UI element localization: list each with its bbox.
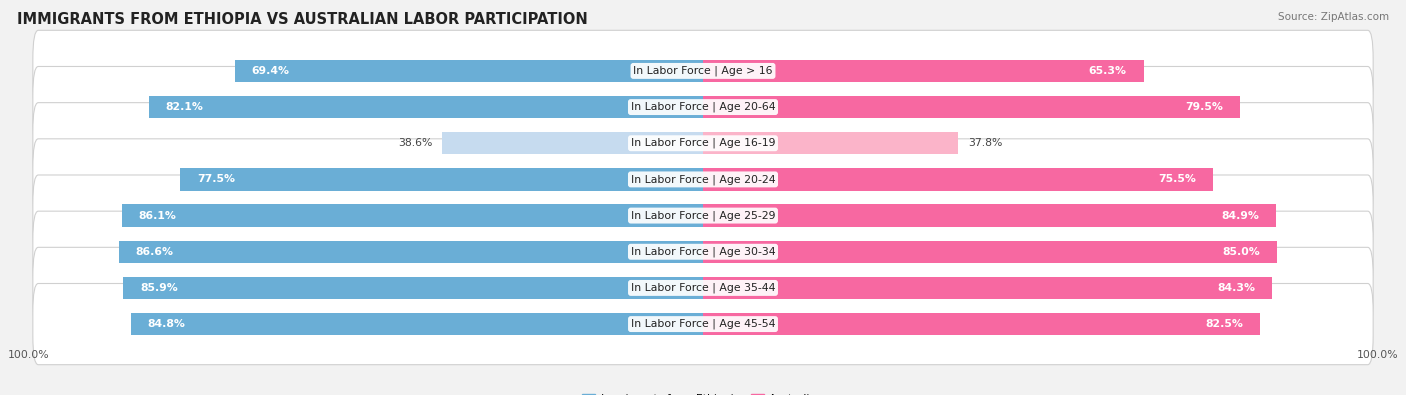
Bar (703, 132, 957, 154)
FancyBboxPatch shape (32, 247, 1374, 329)
Bar (703, 241, 1277, 263)
Bar (118, 241, 703, 263)
Bar (703, 60, 1143, 82)
Bar (703, 313, 1260, 335)
Text: In Labor Force | Age 20-64: In Labor Force | Age 20-64 (631, 102, 775, 112)
Text: 86.6%: 86.6% (135, 247, 173, 257)
FancyBboxPatch shape (32, 30, 1374, 111)
Text: In Labor Force | Age 45-54: In Labor Force | Age 45-54 (631, 319, 775, 329)
Text: 69.4%: 69.4% (252, 66, 290, 76)
Bar (235, 60, 703, 82)
Text: 37.8%: 37.8% (969, 138, 1002, 148)
Text: 82.1%: 82.1% (166, 102, 204, 112)
FancyBboxPatch shape (32, 211, 1374, 292)
Text: 77.5%: 77.5% (197, 175, 235, 184)
Text: 86.1%: 86.1% (139, 211, 177, 220)
FancyBboxPatch shape (32, 66, 1374, 148)
Text: 84.8%: 84.8% (148, 319, 186, 329)
Text: 38.6%: 38.6% (398, 138, 433, 148)
Text: In Labor Force | Age > 16: In Labor Force | Age > 16 (633, 66, 773, 76)
Text: 84.9%: 84.9% (1222, 211, 1260, 220)
Bar (131, 313, 703, 335)
Text: In Labor Force | Age 30-34: In Labor Force | Age 30-34 (631, 246, 775, 257)
FancyBboxPatch shape (32, 103, 1374, 184)
Bar (703, 277, 1272, 299)
Text: In Labor Force | Age 20-24: In Labor Force | Age 20-24 (631, 174, 775, 185)
Text: In Labor Force | Age 35-44: In Labor Force | Age 35-44 (631, 283, 775, 293)
Bar (149, 96, 703, 118)
Bar (703, 168, 1212, 191)
Text: 79.5%: 79.5% (1185, 102, 1223, 112)
FancyBboxPatch shape (32, 139, 1374, 220)
FancyBboxPatch shape (32, 284, 1374, 365)
Bar (180, 168, 703, 191)
Text: 85.9%: 85.9% (141, 283, 179, 293)
Bar (703, 204, 1277, 227)
Bar (124, 277, 703, 299)
Text: Source: ZipAtlas.com: Source: ZipAtlas.com (1278, 12, 1389, 22)
Text: 82.5%: 82.5% (1205, 319, 1243, 329)
Bar (703, 96, 1240, 118)
Text: 65.3%: 65.3% (1088, 66, 1126, 76)
Text: IMMIGRANTS FROM ETHIOPIA VS AUSTRALIAN LABOR PARTICIPATION: IMMIGRANTS FROM ETHIOPIA VS AUSTRALIAN L… (17, 12, 588, 27)
Text: 85.0%: 85.0% (1222, 247, 1260, 257)
Text: 75.5%: 75.5% (1157, 175, 1195, 184)
Text: In Labor Force | Age 16-19: In Labor Force | Age 16-19 (631, 138, 775, 149)
Legend: Immigrants from Ethiopia, Australian: Immigrants from Ethiopia, Australian (578, 389, 828, 395)
Bar (122, 204, 703, 227)
Text: 84.3%: 84.3% (1218, 283, 1256, 293)
Bar (443, 132, 703, 154)
FancyBboxPatch shape (32, 175, 1374, 256)
Text: In Labor Force | Age 25-29: In Labor Force | Age 25-29 (631, 210, 775, 221)
